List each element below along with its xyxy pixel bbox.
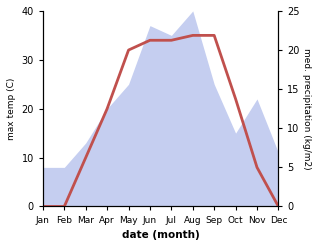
Y-axis label: med. precipitation (kg/m2): med. precipitation (kg/m2) (302, 48, 311, 169)
X-axis label: date (month): date (month) (122, 230, 199, 240)
Y-axis label: max temp (C): max temp (C) (7, 78, 16, 140)
